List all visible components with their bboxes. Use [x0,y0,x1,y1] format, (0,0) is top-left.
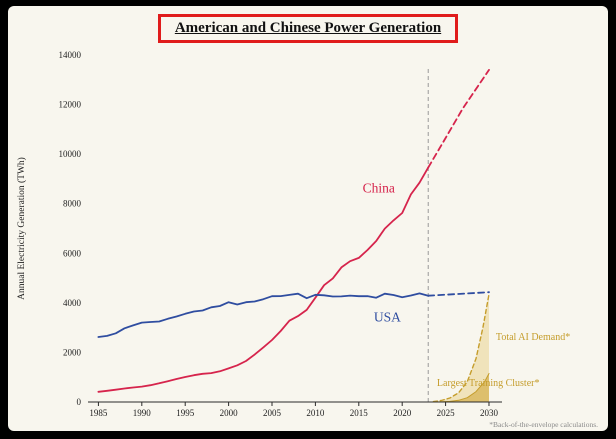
series-label-china: China [363,181,395,196]
series-line-china [97,166,430,393]
series-line-largest-training-cluster [439,373,490,403]
series-line-usa [97,292,430,338]
area-largest-training-cluster [439,373,489,402]
x-tick-label: 2010 [306,408,325,418]
series-label-usa: USA [374,309,401,324]
chart-card: American and Chinese Power Generation An… [8,6,608,431]
y-tick-label: 12000 [59,100,82,110]
series-line-total-ai-demand [432,293,490,403]
line-chart: Annual Electricity Generation (TWh) China… [16,50,570,418]
x-tick-label: 2020 [393,408,412,418]
chart-title-box: American and Chinese Power Generation [157,14,459,43]
y-tick-label: 6000 [63,248,82,258]
chart-footnote: *Back-of-the-envelope calculations. [489,420,598,429]
y-tick-label: 8000 [63,199,82,209]
x-tick-label: 2005 [263,408,282,418]
y-tick-label: 10000 [59,149,82,159]
series-label-total-ai-demand: Total AI Demand* [496,332,570,343]
x-tick-label: 2015 [350,408,369,418]
series-line-china-projection [427,69,490,169]
x-tick-label: 1990 [133,408,152,418]
chart-title-wrap: American and Chinese Power Generation [8,14,608,43]
x-tick-label: 2030 [480,408,499,418]
x-tick-label: 2000 [220,408,239,418]
series-line-usa-projection [427,291,490,297]
chart-title: American and Chinese Power Generation [174,20,442,36]
x-tick-label: 1995 [176,408,195,418]
y-tick-label: 14000 [59,50,82,60]
y-tick-label: 0 [77,397,82,407]
x-tick-label: 2025 [437,408,456,418]
series-label-largest-training-cluster: Largest Training Cluster* [437,378,540,389]
x-tick-label: 1985 [89,408,108,418]
y-tick-label: 2000 [63,347,82,357]
y-axis-title: Annual Electricity Generation (TWh) [16,157,27,300]
y-tick-label: 4000 [63,298,82,308]
area-total-ai-demand [433,294,489,402]
